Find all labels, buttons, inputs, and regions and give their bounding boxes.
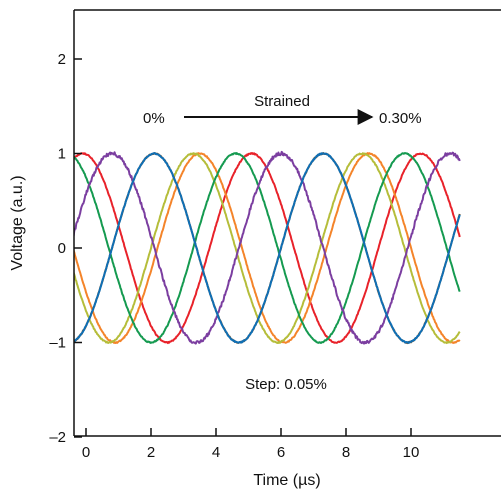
y-axis-label: Voltage (a.u.) xyxy=(9,175,26,270)
x-tick-label: 2 xyxy=(147,444,155,461)
step-label: Step: 0.05% xyxy=(245,376,327,393)
series-line-7 xyxy=(74,152,461,344)
series-line-5 xyxy=(74,152,461,345)
y-tick-label: –1 xyxy=(49,335,66,352)
series-line-6 xyxy=(74,150,461,345)
y-tick-label: –2 xyxy=(49,429,66,446)
x-tick-label: 4 xyxy=(212,444,220,461)
ticks-layer: 0 2 4 6 8 10 –2 –1 0 1 2 xyxy=(49,51,419,461)
series-layer xyxy=(74,150,461,345)
series-line-1 xyxy=(74,152,461,345)
strain-end-label: 0.30% xyxy=(379,110,422,127)
x-tick-label: 8 xyxy=(342,444,350,461)
series-line-4 xyxy=(74,152,461,344)
x-tick-label: 6 xyxy=(277,444,285,461)
y-tick-label: 1 xyxy=(58,146,66,163)
y-tick-label: 0 xyxy=(58,240,66,257)
series-line-3 xyxy=(74,152,461,345)
series-line-2 xyxy=(74,152,461,344)
plot-frame xyxy=(73,9,501,437)
y-tick-label: 2 xyxy=(58,51,66,68)
x-axis-label: Time (µs) xyxy=(253,472,320,489)
x-tick-label: 10 xyxy=(403,444,420,461)
strain-start-label: 0% xyxy=(143,110,165,127)
x-tick-label: 0 xyxy=(82,444,90,461)
strained-label: Strained xyxy=(254,93,310,110)
